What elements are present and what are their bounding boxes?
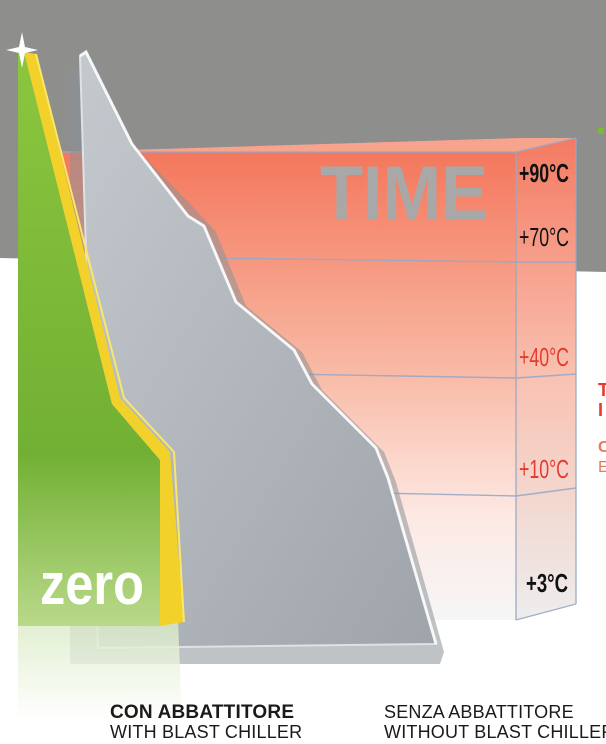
side-fragment-2: I (598, 400, 604, 420)
sparkle-icon (6, 32, 38, 68)
temp-label-10: +10°C (519, 454, 569, 484)
grey-mountain-ridge (79, 49, 438, 645)
side-fragment-4: E (598, 459, 606, 476)
box-top-face (60, 138, 576, 152)
temp-label-3: +3°C (526, 568, 568, 598)
green-peak (18, 52, 160, 626)
yellow-edge (24, 52, 184, 626)
caption-without-en: WITHOUT BLAST CHILLER (384, 722, 606, 742)
temp-label-40: +40°C (519, 342, 569, 372)
yellow-edge-highlight (35, 53, 185, 623)
side-fragment-3: C (598, 439, 606, 456)
side-fragment-1: T (598, 380, 606, 400)
zero-label: zero (40, 552, 144, 617)
temp-label-90: +90°C (519, 158, 569, 188)
time-heading: TIME (320, 151, 488, 236)
caption-with-it: CON ABBATTITORE (110, 702, 295, 723)
green-accent-dot (598, 128, 604, 134)
temp-label-70: +70°C (519, 222, 569, 252)
green-peak-reflection (18, 620, 182, 720)
box-side-face (516, 138, 576, 620)
caption-without-it: SENZA ABBATTITORE (384, 702, 574, 722)
caption-with-en: WITH BLAST CHILLER (110, 722, 303, 742)
